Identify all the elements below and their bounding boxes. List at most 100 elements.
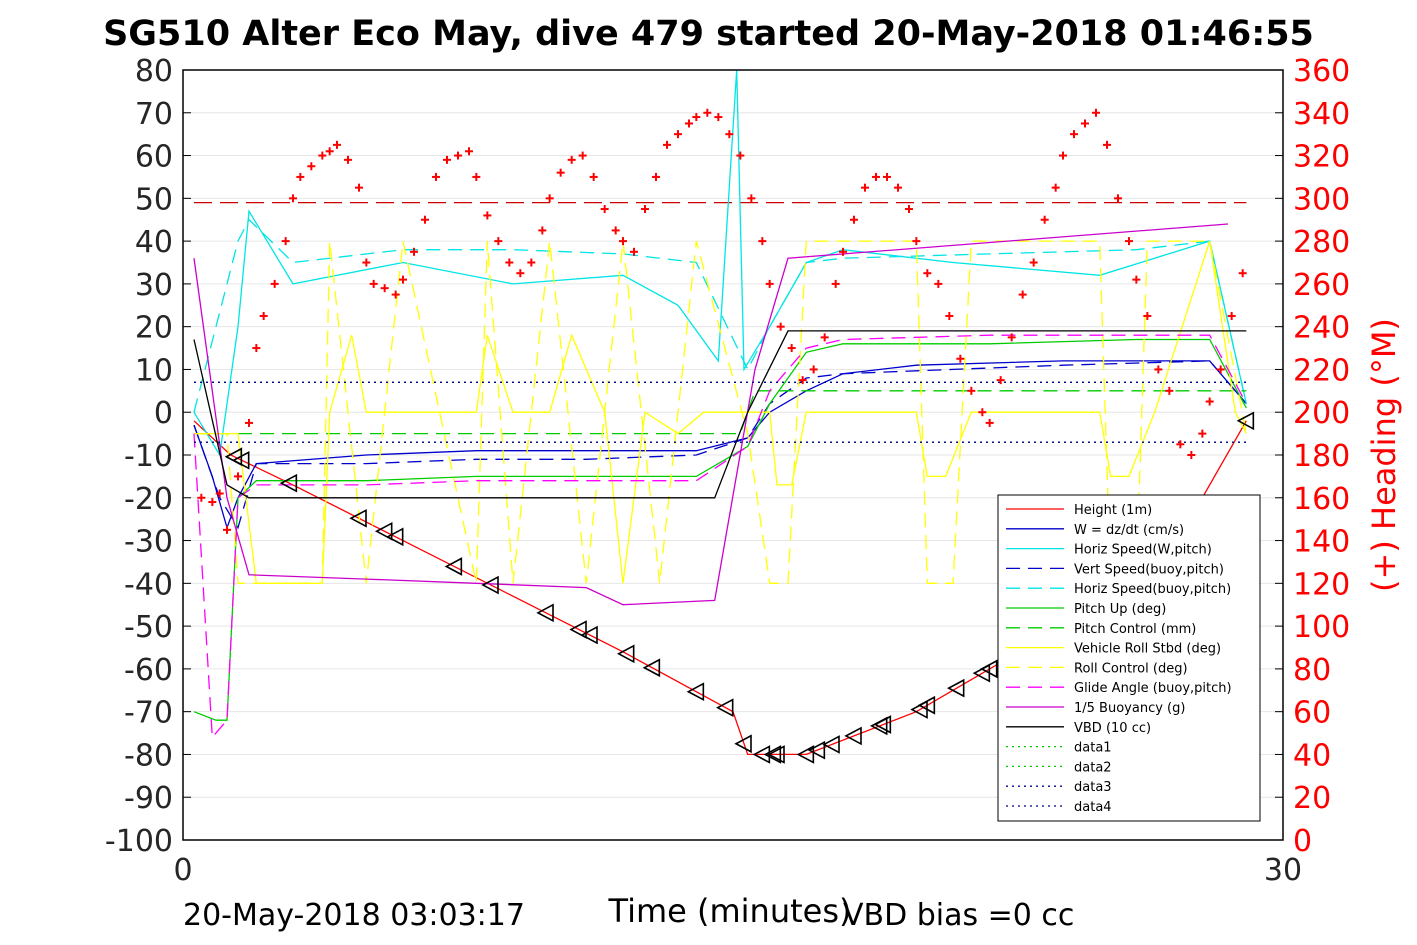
heading-point (1059, 151, 1067, 160)
right-axis-ticks: 3603403203002802602402202001801601401201… (1275, 54, 1350, 859)
heading-point (747, 194, 756, 203)
heading-point (421, 215, 429, 224)
depth-marker (715, 698, 734, 718)
series-line-3 (193, 360, 1247, 530)
heading-point (758, 237, 767, 246)
y-tick-label: 0 (154, 396, 173, 431)
y2-tick-label: 220 (1293, 353, 1350, 388)
heading-point (663, 140, 671, 149)
heading-point (252, 344, 261, 353)
y-tick-label: -10 (124, 439, 173, 474)
legend-box (997, 494, 1261, 822)
heading-point (432, 172, 440, 181)
heading-point (369, 279, 378, 288)
heading-point (1040, 215, 1049, 224)
heading-point (839, 247, 847, 256)
heading-point (318, 151, 327, 160)
y-tick-label: 10 (135, 353, 173, 388)
heading-point (1238, 269, 1247, 278)
heading-point (956, 354, 965, 363)
y-tick-label: -20 (124, 482, 173, 517)
heading-point (380, 284, 389, 293)
legend-label: VBD (10 cc) (1074, 721, 1151, 736)
heading-point (223, 525, 231, 534)
heading-point (1205, 397, 1214, 406)
heading-point (798, 376, 807, 385)
heading-point (912, 237, 921, 246)
depth-marker (642, 658, 661, 678)
depth-marker (686, 682, 705, 702)
y-tick-label: 60 (135, 140, 173, 175)
heading-point (325, 147, 334, 156)
heading-point (1198, 429, 1207, 438)
heading-point (443, 155, 451, 164)
heading-point (1051, 183, 1060, 192)
heading-point (545, 194, 554, 203)
y2-tick-label: 160 (1293, 482, 1350, 517)
heading-point (630, 247, 638, 256)
right-axis-label: (+) Heading (°M) (1365, 318, 1403, 592)
heading-point (1125, 237, 1133, 246)
legend-label: Height (1m) (1074, 503, 1152, 518)
heading-point (270, 279, 279, 288)
heading-point (197, 493, 206, 502)
legend-label: Vert Speed(buoy,pitch) (1074, 562, 1224, 577)
heading-point (619, 237, 627, 246)
legend: Height (1m) W = dz/dt (cm/s) Horiz Speed(W… (997, 494, 1261, 822)
y2-tick-label: 140 (1293, 525, 1350, 560)
heading-point (399, 275, 407, 284)
y-tick-label: 50 (135, 182, 173, 217)
heading-point (289, 194, 297, 203)
heading-point (872, 172, 880, 181)
y2-tick-label: 20 (1293, 781, 1331, 816)
heading-point (1154, 365, 1163, 374)
series-line-11 (193, 330, 1247, 499)
y2-tick-label: 280 (1293, 225, 1350, 260)
heading-point (296, 172, 305, 181)
heading-point (1070, 130, 1078, 139)
legend-label: Glide Angle (buoy,pitch) (1074, 681, 1232, 696)
depth-marker (796, 745, 815, 764)
y-tick-label: -90 (124, 781, 173, 816)
heading-point (472, 172, 481, 181)
heading-point (1165, 386, 1174, 395)
depth-marker (763, 745, 782, 764)
heading-point (494, 237, 503, 246)
y2-tick-label: 240 (1293, 311, 1350, 346)
depth-marker (734, 734, 752, 754)
heading-point (208, 498, 217, 507)
heading-point (556, 168, 565, 177)
heading-point (883, 172, 891, 181)
heading-point (978, 408, 987, 417)
heading-point (1029, 258, 1038, 267)
y2-tick-label: 360 (1293, 54, 1350, 89)
heading-point (307, 162, 316, 171)
y-tick-label: -40 (124, 567, 173, 602)
series-line-10 (193, 223, 1229, 606)
legend-label: data2 (1074, 760, 1112, 775)
heading-point (538, 226, 547, 235)
depth-marker (569, 620, 587, 639)
depth-marker (979, 659, 998, 679)
depth-marker (349, 508, 367, 528)
legend-label: Pitch Control (mm) (1074, 622, 1196, 637)
heading-point (685, 119, 693, 128)
heading-point (589, 172, 598, 181)
heading-point (996, 376, 1005, 385)
y2-tick-label: 200 (1293, 396, 1350, 431)
heading-point (1227, 311, 1236, 320)
x-tick-label: 30 (1264, 853, 1302, 888)
heading-point (281, 237, 290, 246)
heading-point (641, 205, 649, 214)
depth-marker (844, 726, 862, 746)
heading-point (454, 151, 462, 160)
legend-label: Horiz Speed(W,pitch) (1074, 543, 1212, 558)
heading-point (967, 386, 976, 395)
y-tick-label: 30 (135, 268, 173, 303)
y2-tick-label: 340 (1293, 97, 1350, 132)
heading-point (850, 215, 858, 224)
heading-point (578, 151, 587, 160)
heading-point (652, 172, 660, 181)
heading-point (703, 108, 712, 117)
